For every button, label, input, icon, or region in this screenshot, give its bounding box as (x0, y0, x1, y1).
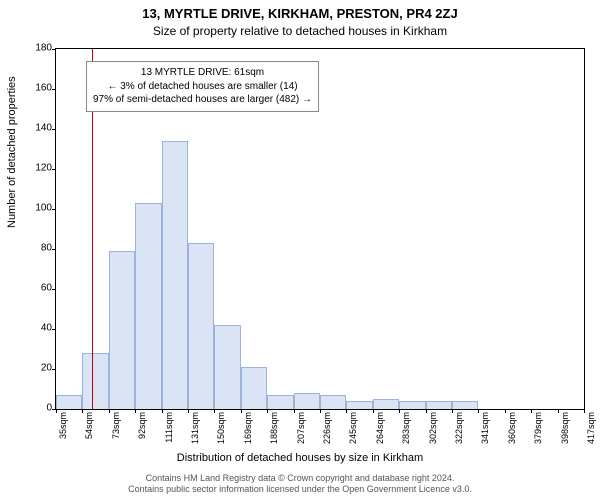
x-tick-label: 283sqm (401, 412, 411, 444)
y-tick-label: 180 (22, 43, 52, 54)
x-tick-label: 398sqm (560, 412, 570, 444)
annotation-line: ← 3% of detached houses are smaller (14) (93, 80, 312, 94)
x-tick (452, 409, 453, 413)
x-tick-label: 302sqm (428, 412, 438, 444)
x-tick (56, 409, 57, 413)
x-tick-label: 111sqm (164, 412, 174, 443)
x-tick-label: 245sqm (348, 412, 358, 444)
y-tick (52, 369, 56, 370)
x-tick (294, 409, 295, 413)
x-tick-label: 226sqm (322, 412, 332, 444)
histogram-bar (188, 243, 214, 409)
histogram-bar (373, 399, 399, 409)
x-tick-label: 169sqm (243, 412, 253, 444)
footer-attribution: Contains HM Land Registry data © Crown c… (0, 473, 600, 496)
annotation-line: 13 MYRTLE DRIVE: 61sqm (93, 66, 312, 80)
x-tick (188, 409, 189, 413)
histogram-bar (241, 367, 267, 409)
histogram-bar (320, 395, 346, 409)
x-tick-label: 360sqm (507, 412, 517, 444)
y-tick-label: 0 (22, 403, 52, 414)
x-tick-label: 379sqm (533, 412, 543, 444)
histogram-bar (346, 401, 372, 409)
x-axis-label: Distribution of detached houses by size … (0, 452, 600, 464)
title-sub: Size of property relative to detached ho… (0, 24, 600, 38)
title-main: 13, MYRTLE DRIVE, KIRKHAM, PRESTON, PR4 … (0, 6, 600, 21)
y-tick-label: 20 (22, 363, 52, 374)
histogram-bar (162, 141, 188, 409)
x-tick-label: 188sqm (269, 412, 279, 444)
x-tick-label: 341sqm (480, 412, 490, 444)
x-tick-label: 264sqm (375, 412, 385, 444)
histogram-bar (399, 401, 425, 409)
footer-line1: Contains HM Land Registry data © Crown c… (146, 473, 455, 483)
x-tick-label: 73sqm (111, 412, 121, 439)
x-tick-label: 54sqm (84, 412, 94, 439)
histogram-bar (135, 203, 161, 409)
chart-container: 13, MYRTLE DRIVE, KIRKHAM, PRESTON, PR4 … (0, 0, 600, 500)
y-tick-label: 80 (22, 243, 52, 254)
y-axis-label: Number of detached properties (6, 76, 18, 228)
y-tick (52, 249, 56, 250)
x-tick (109, 409, 110, 413)
y-tick-label: 120 (22, 163, 52, 174)
y-tick-label: 140 (22, 123, 52, 134)
y-tick (52, 89, 56, 90)
y-tick (52, 289, 56, 290)
x-tick-label: 207sqm (296, 412, 306, 444)
x-tick (320, 409, 321, 413)
y-tick (52, 209, 56, 210)
x-tick-label: 150sqm (216, 412, 226, 444)
y-tick-label: 60 (22, 283, 52, 294)
x-tick-label: 92sqm (137, 412, 147, 439)
x-tick-label: 322sqm (454, 412, 464, 444)
y-tick (52, 329, 56, 330)
x-tick (505, 409, 506, 413)
y-tick-label: 160 (22, 83, 52, 94)
y-tick-label: 100 (22, 203, 52, 214)
histogram-bar (56, 395, 82, 409)
annotation-box: 13 MYRTLE DRIVE: 61sqm← 3% of detached h… (86, 61, 319, 112)
histogram-bar (109, 251, 135, 409)
x-tick (426, 409, 427, 413)
y-tick (52, 129, 56, 130)
x-tick (584, 409, 585, 413)
y-tick (52, 169, 56, 170)
x-tick (558, 409, 559, 413)
x-tick (373, 409, 374, 413)
x-tick-label: 131sqm (190, 412, 200, 444)
histogram-bar (82, 353, 108, 409)
x-tick (162, 409, 163, 413)
histogram-bar (294, 393, 320, 409)
y-tick (52, 49, 56, 50)
footer-line2: Contains public sector information licen… (128, 484, 472, 494)
y-tick-label: 40 (22, 323, 52, 334)
x-tick-label: 35sqm (58, 412, 68, 439)
histogram-bar (452, 401, 478, 409)
annotation-line: 97% of semi-detached houses are larger (… (93, 93, 312, 107)
histogram-bar (426, 401, 452, 409)
histogram-bar (267, 395, 293, 409)
plot-area: 13 MYRTLE DRIVE: 61sqm← 3% of detached h… (55, 48, 585, 410)
x-tick (241, 409, 242, 413)
histogram-bar (214, 325, 240, 409)
x-tick-label: 417sqm (586, 412, 596, 444)
